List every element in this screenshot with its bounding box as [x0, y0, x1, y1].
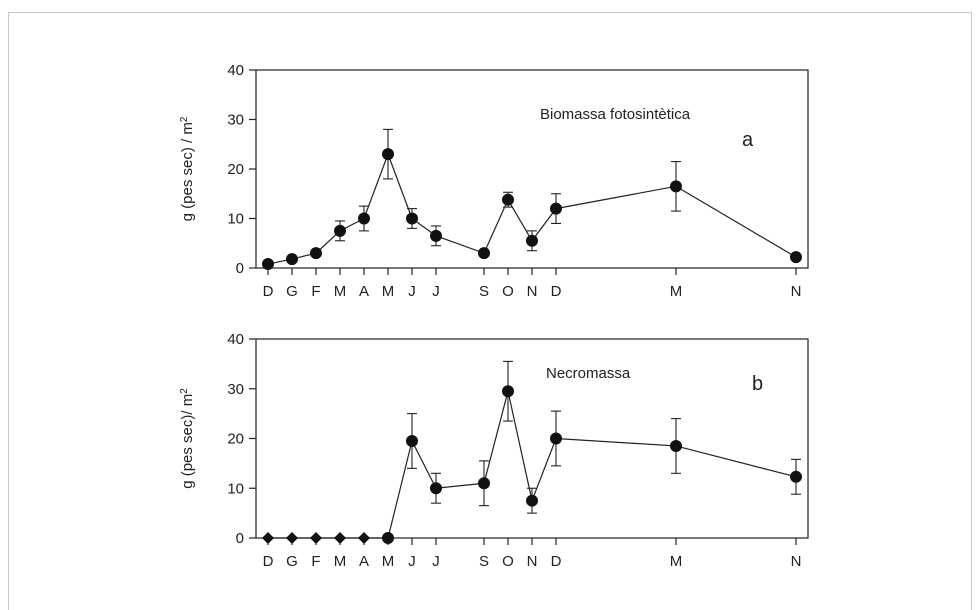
panel-b-x-tick-label: G [286, 553, 298, 570]
panel-a-x-tick-label: F [311, 283, 320, 300]
figure-frame [8, 12, 972, 610]
panel-a-data-point [430, 229, 442, 242]
panel-b-x-tick-label: N [791, 553, 802, 570]
panel-a-biomass-chart: Biomassa fotosintètica a g (pes sec) / m… [179, 62, 809, 300]
panel-b-x-tick-label: D [551, 553, 562, 570]
panel-b-data-point [358, 532, 370, 544]
panel-b-y-axis-title: g (pes sec)/ m2 [179, 388, 197, 489]
panel-a-x-tick-label: S [479, 283, 489, 300]
panel-a-data-point [358, 212, 370, 225]
panel-b-y-tick-label: 0 [236, 530, 244, 547]
panel-a-data-point [262, 258, 274, 271]
panel-a-x-tick-label: O [502, 283, 514, 300]
panel-b-annotation: Necromassa [546, 365, 631, 382]
panel-b-data-point [310, 532, 322, 544]
panel-b-x-tick-label: M [382, 553, 395, 570]
panel-a-data-point [334, 224, 346, 237]
panel-a-x-tick-label: D [551, 283, 562, 300]
panel-b-x-tick-label: S [479, 553, 489, 570]
panel-a-x-tick-label: N [527, 283, 538, 300]
panel-a-x-tick-label: J [408, 283, 416, 300]
panel-a-x-tick-label: D [263, 283, 274, 300]
panel-a-data-point [526, 234, 538, 247]
panel-a-x-tick-label: J [432, 283, 440, 300]
panel-a-y-tick-label: 20 [227, 161, 244, 178]
panel-b-x-tick-label: N [527, 553, 538, 570]
panel-a-y-tick-label: 30 [227, 112, 244, 129]
panel-b-x-tick-label: A [359, 553, 369, 570]
panel-a-x-tick-label: A [359, 283, 369, 300]
panel-b-x-tick-label: F [311, 553, 320, 570]
panel-a-letter: a [742, 129, 754, 151]
panel-a-y-tick-label: 40 [227, 62, 244, 79]
panel-b-data-point [262, 532, 274, 544]
panel-a-data-point [286, 253, 298, 266]
panel-b-x-tick-label: D [263, 553, 274, 570]
panel-b-data-point [286, 532, 298, 544]
panel-a-data-point [502, 193, 514, 206]
panel-b-series-line [387, 391, 797, 539]
panel-b-data-point [670, 439, 682, 452]
panel-b-x-tick-label: J [432, 553, 440, 570]
panel-a-data-point [406, 212, 418, 225]
panel-a-annotation: Biomassa fotosintètica [540, 106, 691, 123]
panel-b-y-axis-title-text: g (pes sec)/ m [179, 394, 196, 489]
panel-a-y-tick-label: 0 [236, 260, 244, 277]
panel-b-data-point [406, 434, 418, 447]
panel-a-y-axis-title: g (pes sec) / m2 [179, 116, 197, 221]
panel-b-y-tick-label: 20 [227, 431, 244, 448]
panel-b-y-tick-label: 40 [227, 331, 244, 348]
panel-a-data-point [790, 251, 802, 264]
panel-a-y-axis-title-superscript: 2 [179, 116, 190, 122]
panel-b-x-tick-label: M [334, 553, 347, 570]
panel-a-data-point [550, 202, 562, 215]
panel-b-x-tick-label: O [502, 553, 514, 570]
panel-b-data-point [550, 432, 562, 445]
panel-b-data-point [382, 532, 394, 544]
panel-a-data-point [670, 180, 682, 193]
panel-a-x-tick-label: M [670, 283, 683, 300]
panel-a-x-tick-label: M [334, 283, 347, 300]
panel-a-x-tick-label: N [791, 283, 802, 300]
panel-b-data-point [502, 385, 514, 398]
panel-a-x-tick-label: M [382, 283, 395, 300]
panel-b-y-tick-label: 10 [227, 480, 244, 497]
panel-b-data-point [334, 532, 346, 544]
panel-a-y-axis-title-text: g (pes sec) / m [179, 122, 196, 221]
panel-b-y-tick-label: 30 [227, 381, 244, 398]
panel-a-y-tick-label: 10 [227, 211, 244, 228]
panel-b-letter: b [752, 373, 763, 395]
panel-a-data-point [310, 247, 322, 260]
panel-b-data-point [478, 477, 490, 490]
panel-b-x-tick-label: J [408, 553, 416, 570]
panel-b-data-point [790, 470, 802, 483]
panel-b-data-point [526, 494, 538, 507]
panel-b-y-axis-title-superscript: 2 [179, 388, 190, 394]
panel-a-x-tick-label: G [286, 283, 298, 300]
panel-a-data-point [478, 247, 490, 260]
panel-b-data-point [430, 482, 442, 495]
panel-b-x-tick-label: M [670, 553, 683, 570]
panel-a-data-point [382, 148, 394, 161]
